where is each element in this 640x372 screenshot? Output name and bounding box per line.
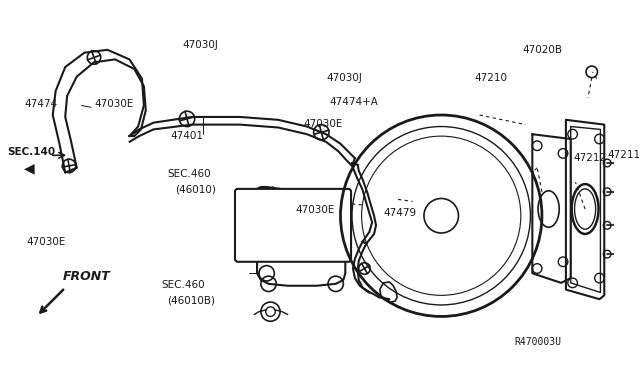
Text: 47212: 47212 [573,153,607,163]
Text: 47479: 47479 [383,208,417,218]
Text: 47030J: 47030J [182,40,218,50]
Text: ◀: ◀ [24,161,35,176]
Text: 47030J: 47030J [326,73,362,83]
Text: R470003U: R470003U [514,337,561,347]
FancyBboxPatch shape [235,189,351,262]
Text: 47030E: 47030E [27,237,66,247]
Text: 47211: 47211 [607,150,640,160]
Text: (46010B): (46010B) [167,295,215,305]
Text: 47020B: 47020B [523,45,563,55]
Text: 47474: 47474 [24,99,57,109]
Text: (46010): (46010) [175,185,216,195]
Text: SEC.460: SEC.460 [168,169,211,179]
Text: 47210: 47210 [475,73,508,83]
Text: FRONT: FRONT [62,270,110,283]
Text: 47474+A: 47474+A [329,97,378,108]
Text: SEC.460: SEC.460 [161,280,205,290]
Text: SEC.140: SEC.140 [8,147,56,157]
Text: 47030E: 47030E [94,99,133,109]
Text: 47401: 47401 [171,131,204,141]
Text: 47030E: 47030E [296,205,335,215]
Text: 47030E: 47030E [303,119,342,129]
